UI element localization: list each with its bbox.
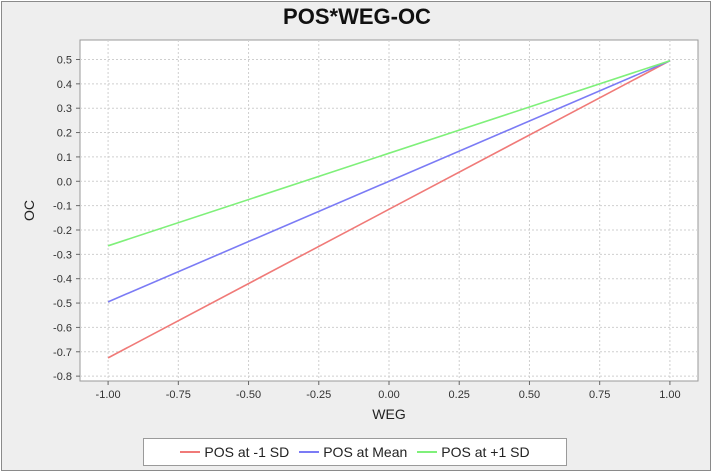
y-axis-ticks: 0.5 0.4 0.3 0.2 0.1 0.0 -0.1 -0.2 -0.3 -0.4 -0.5 -0… [53, 54, 80, 383]
y-tick-label: 0.1 [57, 152, 72, 164]
y-tick-label: -0.8 [53, 371, 72, 383]
y-tick-label: -0.6 [53, 322, 72, 334]
legend-swatch [299, 451, 320, 453]
y-tick-label: 0.5 [57, 54, 72, 66]
y-tick-label: -0.3 [53, 249, 72, 261]
y-tick-label: -0.1 [53, 201, 72, 213]
x-tick-label: -0.25 [306, 389, 331, 401]
grid [80, 40, 698, 381]
legend-item-minus-1sd: POS at -1 SD [180, 444, 289, 460]
legend-label: POS at -1 SD [204, 444, 290, 460]
legend-label: POS at +1 SD [441, 444, 530, 460]
y-tick-label: -0.7 [53, 347, 72, 359]
x-tick-label: 0.75 [589, 389, 610, 401]
series-line-1 [107, 59, 671, 303]
x-tick-label: -1.00 [96, 389, 121, 401]
y-tick-label: 0.4 [57, 79, 72, 91]
legend-swatch [180, 451, 201, 453]
series-line-0 [107, 59, 671, 359]
y-tick-label: -0.5 [53, 298, 72, 310]
x-tick-label: 0.50 [519, 389, 540, 401]
chart-title: POS*WEG-OC [283, 4, 431, 29]
legend-item-mean: POS at Mean [299, 444, 407, 460]
x-axis-label: WEG [372, 406, 405, 422]
legend: POS at -1 SD POS at Mean POS at +1 SD [143, 438, 567, 466]
x-tick-label: -0.50 [236, 389, 261, 401]
x-tick-label: 1.00 [659, 389, 680, 401]
x-axis-ticks: -1.00 -0.75 -0.50 -0.25 0.00 0.25 0.50 0.75 1.00 [96, 381, 681, 401]
y-axis-label: OC [21, 200, 37, 221]
legend-label: POS at Mean [323, 444, 408, 460]
y-tick-label: -0.4 [53, 274, 72, 286]
x-tick-label: -0.75 [166, 389, 191, 401]
y-tick-label: -0.2 [53, 225, 72, 237]
y-tick-label: 0.0 [57, 176, 72, 188]
legend-swatch [417, 451, 438, 453]
series-lines [107, 59, 671, 359]
x-tick-label: 0.25 [449, 389, 470, 401]
legend-item-plus-1sd: POS at +1 SD [417, 444, 530, 460]
x-tick-label: 0.00 [378, 389, 399, 401]
y-tick-label: 0.3 [57, 103, 72, 115]
series-line-2 [107, 59, 671, 247]
y-tick-label: 0.2 [57, 128, 72, 140]
